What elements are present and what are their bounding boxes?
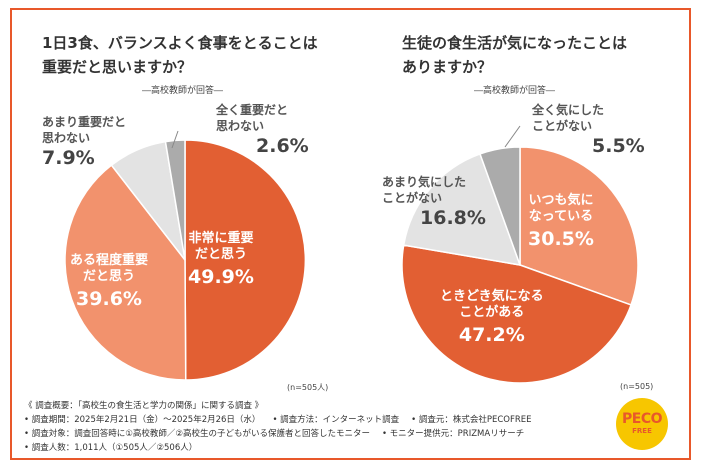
left-pct-very-important: 49.9% [188, 265, 254, 288]
right-slice-sometimes [401, 244, 632, 384]
right-title-line1: 生徒の食生活が気になったことは [402, 34, 628, 52]
right-pct-always: 30.5% [528, 227, 594, 250]
left-sample-size: (n=505人) [287, 383, 329, 392]
left-leader-line [171, 130, 179, 149]
left-label-not-very-important: あまり重要だと 思わない 7.9% [42, 115, 127, 170]
right-title-line2: ありますか？ [402, 58, 493, 76]
notes-method: • 調査方法：インターネット調査 [272, 415, 400, 425]
left-title-line1: 1日3食、バランスよく食事をとることは [42, 34, 318, 52]
right-slice-always [519, 146, 639, 306]
right-label-rarely: あまり気にした ことがない 16.8% [382, 175, 486, 230]
right-leader-line [504, 125, 521, 148]
right-pct-rarely: 16.8% [420, 207, 486, 230]
left-title-line2: 重要だと思いますか？ [42, 58, 193, 76]
right-chart-title: 生徒の食生活が気になったことは ありますか？ [402, 31, 627, 79]
right-slice-rarely [402, 153, 522, 266]
left-pct-somewhat-important: 39.6% [76, 287, 142, 310]
left-slice-somewhat-important [64, 164, 187, 381]
right-label-never: 全く気にした ことがない 5.5% [532, 103, 645, 158]
left-pct-not-important-at-all: 2.6% [256, 135, 309, 158]
left-chart-title: 1日3食、バランスよく食事をとることは 重要だと思いますか？ [42, 31, 318, 79]
notes-row-1: • 調査期間：2025年2月21日（金）～2025年2月26日（水） • 調査方法… [24, 413, 604, 427]
notes-count: • 調査人数：1,011人（①505人／②506人） [24, 443, 198, 453]
left-label-not-important-at-all: 全く重要だと 思わない 2.6% [216, 103, 309, 158]
left-chart-subtitle: ―高校教師が回答― [142, 86, 224, 96]
notes-target: • 調査対象：調査回答時に①高校教師／②高校生の子どもがいる保護者と回答したモニ… [24, 429, 370, 439]
right-pct-never: 5.5% [592, 135, 645, 158]
left-pct-not-very-important: 7.9% [42, 147, 95, 170]
right-slice-never [479, 146, 521, 266]
right-pct-sometimes: 47.2% [458, 323, 525, 346]
notes-provider: • モニター提供元：PRIZMAリサーチ [381, 429, 525, 439]
right-chart-subtitle: ―高校教師が回答― [474, 86, 556, 96]
left-slice-very-important [184, 139, 307, 381]
logo-text-free: FREE [632, 427, 652, 435]
notes-row-2: • 調査対象：調査回答時に①高校教師／②高校生の子どもがいる保護者と回答したモニ… [24, 427, 604, 441]
notes-period: • 調査期間：2025年2月21日（金）～2025年2月26日（水） [24, 415, 261, 425]
logo-text-peco: PECO [622, 411, 663, 427]
left-label-somewhat-important: ある程度重要 だと思う 39.6% [70, 253, 149, 310]
notes-title: 《 調査概要：「高校生の食生活と学力の関係」に関する調査 》 [24, 401, 264, 411]
right-label-sometimes: ときどき気になる ことがある 47.2% [440, 289, 544, 346]
survey-notes: 《 調査概要：「高校生の食生活と学力の関係」に関する調査 》 • 調査期間：20… [24, 399, 604, 455]
right-sample-size: (n=505) [620, 382, 654, 391]
right-label-always: いつも気に なっている 30.5% [528, 193, 594, 250]
left-label-very-important: 非常に重要 だと思う 49.9% [188, 231, 254, 288]
pecofree-logo: PECO FREE [616, 398, 668, 450]
notes-source: • 調査元：株式会社PECOFREE [411, 415, 532, 425]
